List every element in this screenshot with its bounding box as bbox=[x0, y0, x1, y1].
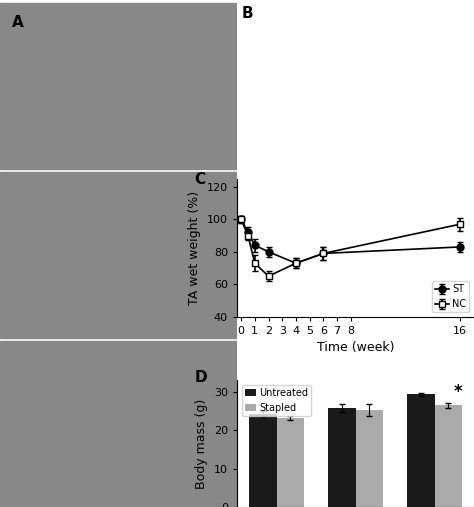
Y-axis label: Body mass (g): Body mass (g) bbox=[195, 399, 208, 489]
Bar bbox=[407, 394, 435, 507]
Text: *: * bbox=[454, 383, 462, 401]
Bar bbox=[249, 414, 276, 507]
Legend: Untreated, Stapled: Untreated, Stapled bbox=[242, 385, 311, 416]
Text: D: D bbox=[194, 370, 207, 385]
Bar bbox=[356, 410, 383, 507]
Text: A: A bbox=[12, 15, 24, 30]
Bar bbox=[0, 171, 237, 338]
Text: C: C bbox=[194, 172, 205, 187]
Bar bbox=[328, 408, 356, 507]
Y-axis label: TA wet weight (%): TA wet weight (%) bbox=[188, 191, 201, 305]
Legend: ST, NC: ST, NC bbox=[432, 281, 469, 312]
X-axis label: Time (week): Time (week) bbox=[317, 341, 394, 354]
Bar bbox=[435, 405, 462, 507]
Bar bbox=[0, 3, 237, 169]
Text: B: B bbox=[242, 6, 254, 21]
Bar bbox=[0, 341, 237, 507]
Bar bbox=[276, 418, 304, 507]
